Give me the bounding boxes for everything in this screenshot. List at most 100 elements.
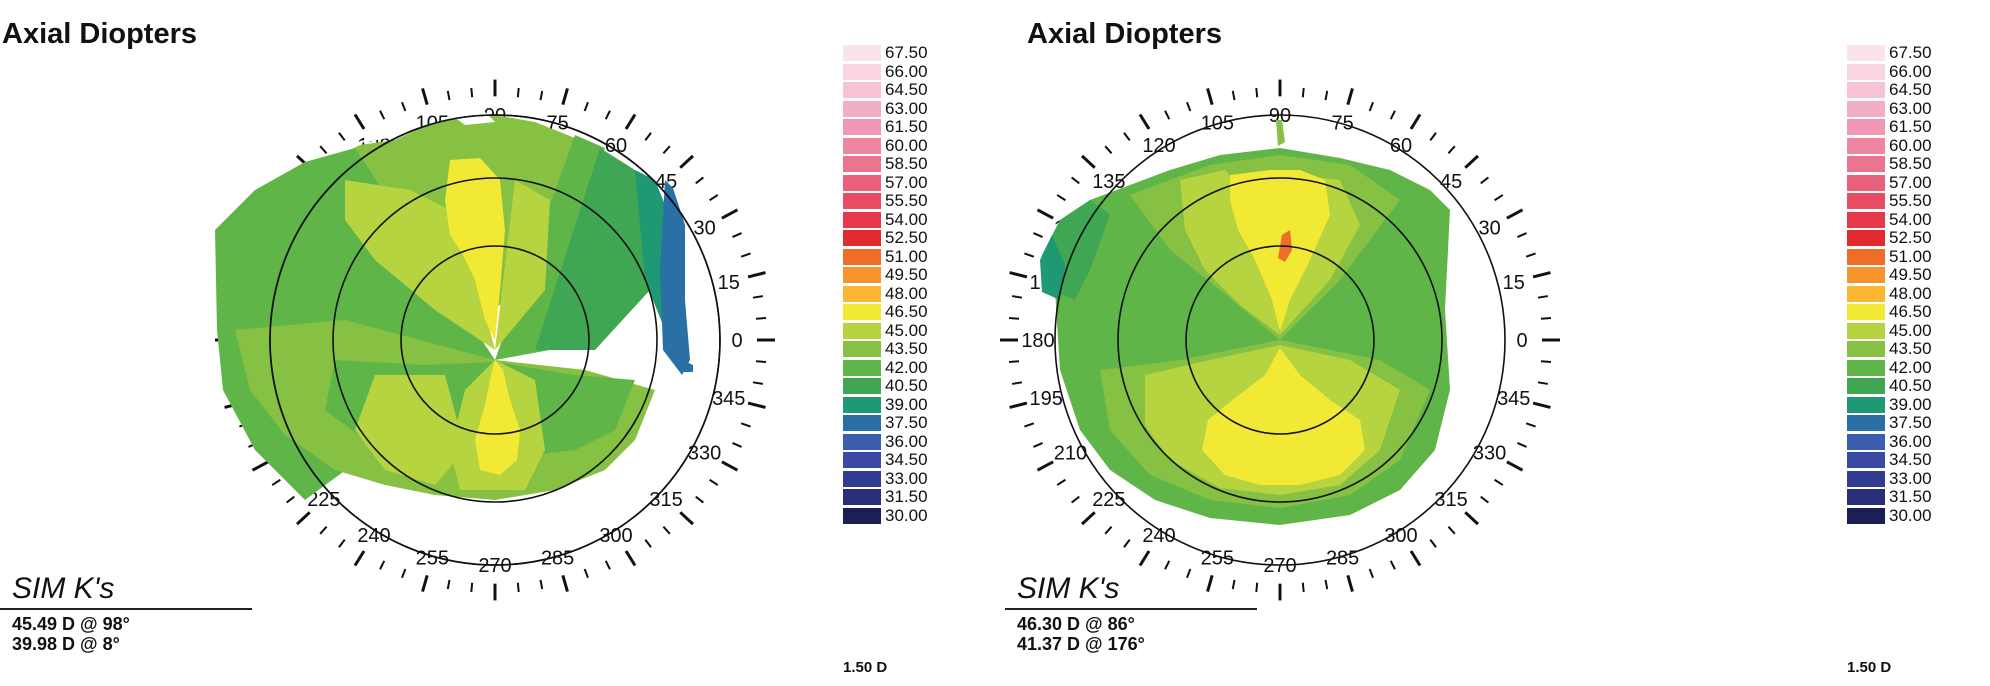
- angle-label: 30: [1478, 217, 1500, 239]
- angle-tick: [1071, 495, 1080, 504]
- legend-swatch: [1847, 285, 1885, 302]
- legend-value: 57.00: [885, 172, 928, 192]
- legend-entry: 33.00: [1847, 468, 1947, 488]
- legend-swatch: [1847, 489, 1885, 505]
- legend-entry: 52.50: [843, 229, 943, 247]
- legend-swatch: [843, 193, 881, 209]
- angle-tick: [271, 478, 281, 486]
- legend-entry: 43.50: [843, 340, 943, 358]
- legend-entry: 64.50: [843, 81, 943, 99]
- angle-tick: [1429, 132, 1437, 142]
- angle-tick: [1123, 538, 1131, 548]
- legend-entry: 54.00: [1847, 210, 1947, 229]
- simk-divider: [1005, 608, 1257, 610]
- legend-swatch: [843, 452, 881, 468]
- angle-tick: [286, 495, 295, 504]
- angle-tick: [732, 442, 742, 448]
- legend-entry: 49.50: [1847, 266, 1947, 284]
- angle-tick: [1525, 252, 1536, 258]
- legend-swatch: [1847, 378, 1885, 394]
- angle-tick: [1164, 560, 1171, 570]
- angle-tick: [1346, 574, 1354, 592]
- angle-tick: [1255, 87, 1259, 98]
- legend-entry: 40.50: [1847, 377, 1947, 395]
- angle-tick: [1033, 442, 1043, 448]
- legend-entry: 31.50: [1847, 488, 1947, 506]
- legend-swatch: [1847, 211, 1885, 228]
- legend-entry: 43.50: [1847, 340, 1947, 358]
- angle-tick: [1255, 582, 1259, 593]
- angle-tick: [470, 582, 474, 593]
- angle-label: 330: [1473, 443, 1506, 465]
- angle-label: 180: [1021, 330, 1054, 352]
- angle-tick: [1301, 582, 1305, 593]
- angle-tick: [1186, 568, 1192, 579]
- legend-value: 49.50: [1889, 265, 1932, 284]
- angle-label: 45: [1440, 171, 1462, 193]
- legend-swatch: [843, 322, 881, 339]
- legend-value: 46.50: [1889, 302, 1932, 321]
- legend-value: 61.50: [885, 117, 928, 136]
- angle-tick: [1540, 360, 1552, 364]
- legend-swatch: [843, 378, 881, 394]
- legend-swatch: [843, 507, 881, 524]
- legend-entry: 30.00: [843, 506, 943, 525]
- legend-entry: 55.50: [1847, 192, 1947, 210]
- angle-tick: [379, 560, 386, 570]
- angle-tick: [1464, 511, 1480, 526]
- legend-value: 60.00: [885, 135, 928, 155]
- angle-tick: [1389, 560, 1396, 570]
- legend-swatch: [1847, 507, 1885, 524]
- legend-entry: 42.00: [843, 358, 943, 377]
- legend-swatch: [843, 304, 881, 320]
- angle-tick: [421, 574, 429, 592]
- angle-label: 120: [1142, 135, 1175, 157]
- angle-tick: [1138, 113, 1151, 130]
- angle-tick: [1011, 381, 1023, 385]
- legend-step: 1.50 D: [843, 659, 888, 676]
- angle-tick: [1464, 154, 1480, 169]
- angle-tick: [695, 495, 704, 504]
- angle-tick: [1080, 511, 1096, 526]
- angle-tick: [353, 113, 366, 130]
- angle-tick: [1368, 568, 1374, 579]
- angle-tick: [1506, 460, 1524, 472]
- legend-value: 46.50: [885, 302, 928, 321]
- topography-panel-right: Axial Diopters 0153045607590105120135150…: [1000, 0, 1990, 686]
- angle-label: 315: [649, 489, 682, 511]
- angle-tick: [1525, 422, 1536, 428]
- legend-swatch: [1847, 230, 1885, 246]
- legend-value: 33.00: [1889, 468, 1932, 488]
- angle-tick: [662, 525, 671, 535]
- legend-entry: 46.50: [843, 303, 943, 321]
- angle-tick: [319, 525, 328, 535]
- legend-value: 39.00: [885, 394, 928, 414]
- legend-value: 36.00: [885, 431, 928, 451]
- angle-label: 195: [1030, 388, 1063, 410]
- legend-entry: 57.00: [843, 172, 943, 192]
- legend-entry: 48.00: [1847, 284, 1947, 303]
- legend-value: 52.50: [1889, 228, 1932, 247]
- angle-tick: [1480, 176, 1489, 185]
- angle-label: 0: [1516, 330, 1527, 352]
- legend-value: 54.00: [885, 209, 928, 229]
- legend-entry: 39.00: [1847, 395, 1947, 414]
- legend-entry: 63.00: [843, 99, 943, 118]
- angle-label: 135: [1092, 171, 1125, 193]
- axial-topography-map: 0153045607590105120135150165180195210225…: [215, 79, 775, 601]
- angle-label: 225: [1092, 489, 1125, 511]
- angle-scale: [1000, 79, 1560, 601]
- legend-value: 45.00: [1889, 320, 1932, 340]
- legend-value: 48.00: [885, 283, 928, 303]
- legend-entry: 40.50: [843, 377, 943, 395]
- angle-tick: [295, 511, 311, 526]
- angle-tick: [1494, 194, 1504, 202]
- legend-swatch: [843, 230, 881, 246]
- legend-value: 51.00: [1889, 246, 1932, 266]
- angle-tick: [446, 579, 451, 590]
- legend-entry: 52.50: [1847, 229, 1947, 247]
- angle-tick: [379, 110, 386, 120]
- angle-tick: [1033, 232, 1043, 238]
- legend-entry: 31.50: [843, 488, 943, 506]
- legend-value: 33.00: [885, 468, 928, 488]
